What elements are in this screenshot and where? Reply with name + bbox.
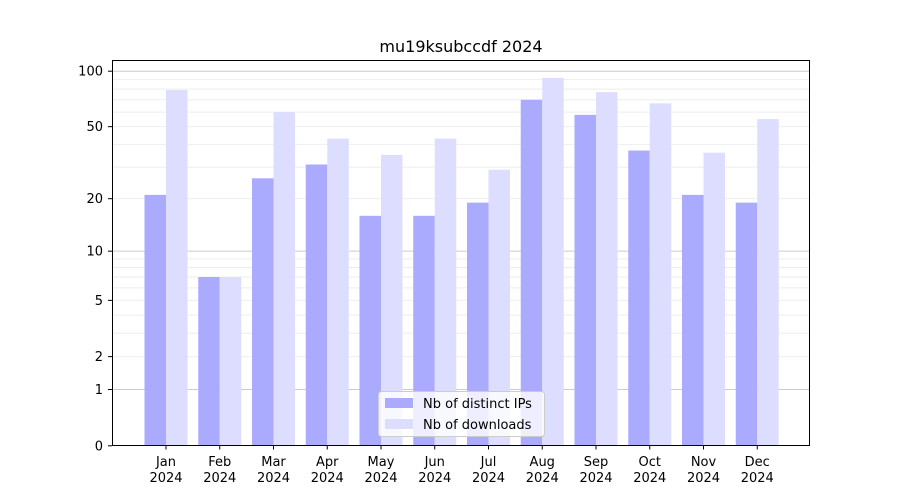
bar-ips — [682, 194, 704, 446]
bar-downloads — [649, 103, 672, 446]
bar-ips — [467, 202, 489, 446]
legend: Nb of distinct IPs Nb of downloads — [378, 391, 545, 437]
x-tick-label: Jul 2024 — [472, 455, 505, 486]
y-tick-label: 5 — [95, 294, 103, 309]
legend-box — [378, 391, 545, 437]
x-tick-label: Nov 2024 — [687, 455, 720, 486]
bar-downloads — [219, 277, 242, 446]
x-axis: Jan 2024 Feb 2024 Mar 2024 Apr 2024 May 2024 Jun 20… — [149, 445, 774, 486]
bars — [144, 77, 779, 446]
x-tick-label: Jun 2024 — [418, 455, 451, 486]
bar-downloads — [757, 119, 779, 446]
x-tick-label: Oct 2024 — [633, 455, 666, 486]
bar-ips — [144, 194, 166, 446]
legend-swatch-downloads — [385, 419, 413, 429]
bar-downloads — [327, 138, 349, 446]
plot-frame — [112, 60, 810, 446]
y-tick-label: 20 — [86, 192, 103, 207]
y-tick-label: 0 — [95, 439, 103, 454]
bar-ips — [305, 164, 328, 446]
bar-ips — [735, 202, 758, 446]
x-tick-label: Aug 2024 — [526, 455, 559, 486]
legend-swatch-ips — [385, 398, 413, 408]
bar-ips — [413, 215, 435, 446]
bar-downloads — [703, 152, 725, 446]
bar-ips — [574, 114, 596, 446]
y-tick-label: 10 — [86, 245, 103, 260]
chart-title: mu19ksubccdf 2024 — [379, 37, 542, 56]
legend-label-ips: Nb of distinct IPs — [423, 397, 532, 412]
bar-downloads — [542, 77, 564, 446]
bar-ips — [252, 178, 274, 446]
x-tick-label: May 2024 — [364, 455, 397, 486]
bar-ips — [359, 215, 381, 446]
bar-downloads — [488, 169, 510, 446]
bar-downloads — [166, 90, 188, 446]
x-tick-label: Dec 2024 — [741, 455, 774, 486]
x-tick-label: Mar 2024 — [257, 455, 290, 486]
y-tick-label: 50 — [86, 120, 103, 135]
x-tick-label: Sep 2024 — [579, 455, 612, 486]
legend-label-downloads: Nb of downloads — [423, 418, 532, 433]
bar-ips — [628, 150, 650, 446]
bar-downloads — [596, 92, 618, 446]
bar-downloads — [381, 154, 403, 446]
x-tick-label: Apr 2024 — [311, 455, 344, 486]
x-tick-label: Feb 2024 — [203, 455, 236, 486]
bar-ips — [520, 99, 543, 446]
x-tick-label: Jan 2024 — [149, 455, 182, 486]
y-axis: 0 1 2 5 10 20 50 100 — [78, 65, 112, 454]
bar-downloads — [273, 112, 295, 446]
y-tick-label: 1 — [95, 383, 103, 398]
bar-ips — [198, 277, 220, 446]
bar-downloads — [434, 138, 457, 446]
y-tick-label: 2 — [95, 350, 103, 365]
y-tick-label: 100 — [78, 65, 103, 80]
